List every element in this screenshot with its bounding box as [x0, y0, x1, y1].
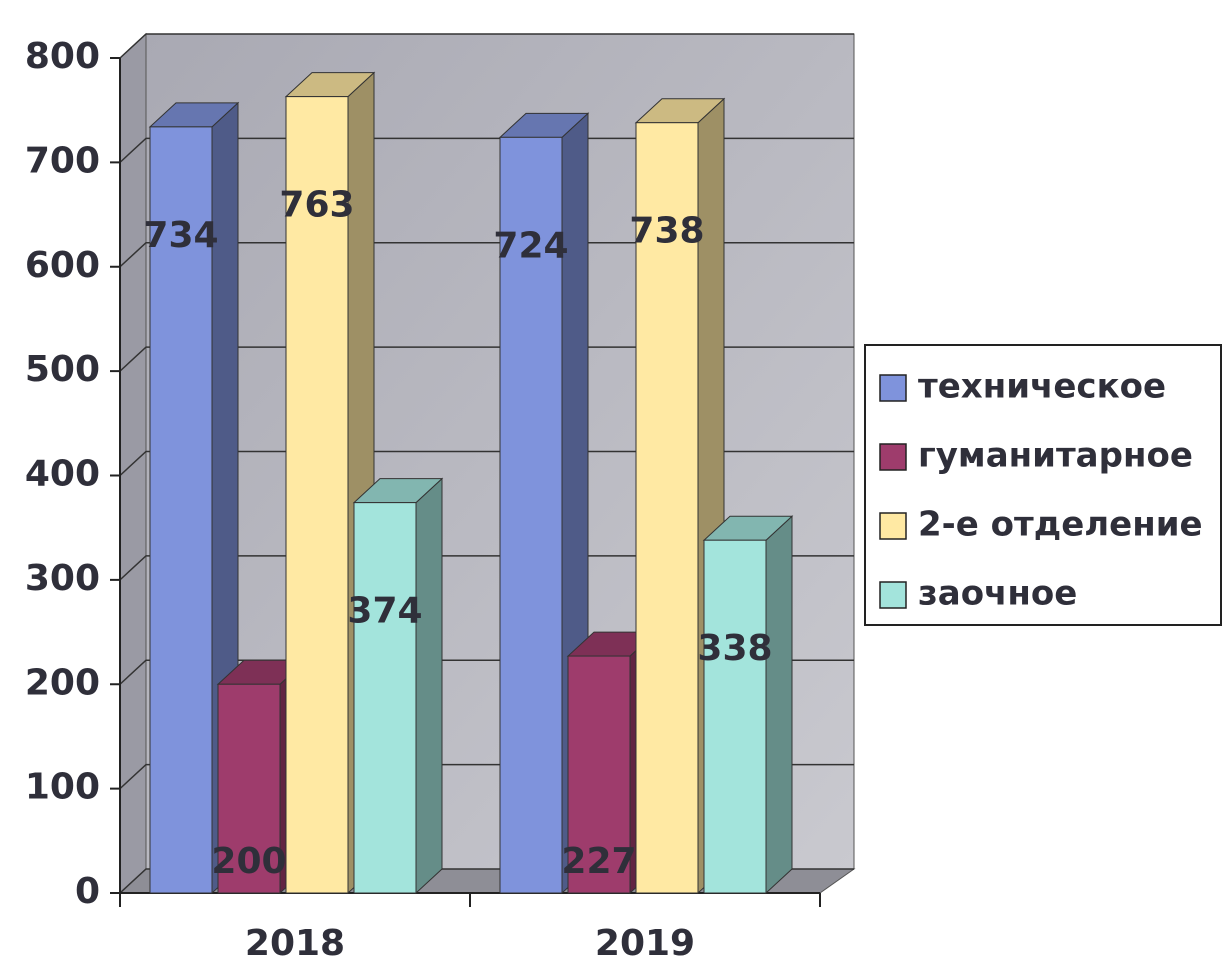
legend-swatch: [879, 512, 907, 540]
legend-swatch: [879, 581, 907, 609]
data-label: 200: [211, 841, 286, 882]
data-label: 338: [697, 628, 772, 669]
grid-line: [119, 346, 854, 372]
y-tick-label: 0: [75, 871, 100, 912]
y-tick-label: 800: [25, 36, 100, 77]
legend-swatch: [879, 443, 907, 471]
data-label: 738: [629, 211, 704, 252]
data-label: 763: [279, 185, 354, 226]
grid-line: [119, 137, 854, 163]
y-tick-label: 500: [25, 349, 100, 390]
bar: [635, 122, 699, 894]
bar-side: [415, 477, 443, 895]
data-label: 374: [347, 591, 422, 632]
y-tick-label: 300: [25, 558, 100, 599]
bar: [499, 136, 563, 894]
grid-line: [119, 450, 854, 477]
y-tick-label: 200: [25, 662, 100, 703]
legend-label: заочное: [918, 574, 1077, 614]
y-tick-label: 600: [25, 245, 100, 286]
grid-line: [119, 555, 854, 581]
legend-swatch: [879, 374, 907, 402]
bar: [703, 539, 767, 894]
y-tick-label: 700: [25, 140, 100, 181]
grid-line: [119, 242, 854, 268]
legend: [864, 344, 1222, 626]
y-tick-label: 400: [25, 454, 100, 495]
legend-label: техническое: [918, 367, 1166, 407]
y-tick-label: 100: [25, 767, 100, 808]
x-tick-label: 2019: [595, 923, 695, 963]
x-tick-label: 2018: [245, 923, 345, 963]
grid-line: [119, 33, 854, 59]
bar: [567, 655, 631, 894]
bar: [217, 683, 281, 894]
data-label: 724: [493, 225, 568, 266]
data-label: 227: [561, 841, 636, 882]
legend-label: 2-е отделение: [918, 505, 1203, 545]
legend-label: гуманитарное: [918, 436, 1193, 476]
data-label: 734: [143, 215, 218, 256]
bar-side: [765, 515, 793, 895]
bar: [285, 96, 349, 894]
bar: [149, 126, 213, 894]
bar: [353, 502, 417, 894]
